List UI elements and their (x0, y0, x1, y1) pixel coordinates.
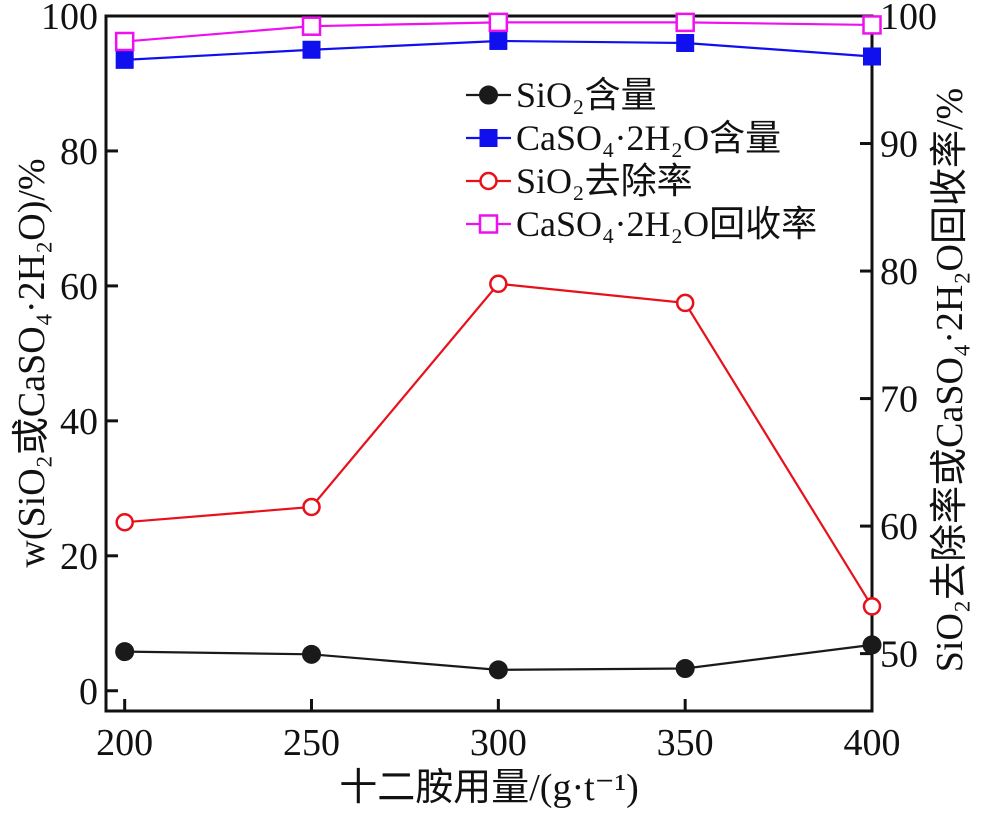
y-left-tick-label: 40 (60, 401, 98, 443)
series-line (124, 282, 873, 608)
legend-label: CaSO₄·2H₂O含量 (516, 118, 781, 158)
legend-marker (478, 214, 499, 234)
data-point (488, 12, 509, 33)
legend-marker (479, 85, 498, 105)
legend-marker (479, 171, 498, 191)
y-left-tick-label: 100 (41, 0, 98, 38)
legend-label: SiO₂含量 (516, 75, 657, 115)
data-point (675, 293, 695, 313)
legend-item: SiO₂含量 (466, 75, 657, 115)
series-sio (115, 635, 882, 680)
y-right-tick-label: 90 (880, 124, 918, 166)
tick-group: 200 250 300 350 400 0 20 40 60 80 100 50 60 70 80 90 100 (41, 0, 937, 764)
data-point (862, 15, 882, 35)
y-axis-left-title: w(SiO₂或CaSO₄·2H₂O)/% (11, 158, 53, 567)
y-right-tick-label: 60 (880, 506, 918, 548)
y-right-tick-label: 100 (880, 0, 937, 38)
data-point (114, 31, 135, 52)
x-tick-label: 300 (470, 722, 527, 764)
x-tick-label: 350 (657, 722, 714, 764)
data-point (302, 497, 321, 517)
data-point (489, 31, 508, 50)
legend-item: SiO₂去除率 (466, 161, 693, 201)
y-left-tick-label: 60 (60, 266, 98, 308)
x-tick-label: 200 (96, 722, 153, 764)
x-tick-label: 400 (844, 722, 901, 764)
data-point (676, 33, 695, 52)
y-left-tick-label: 0 (79, 671, 98, 713)
legend-label: SiO₂去除率 (516, 161, 693, 201)
series-caso-2h-o (115, 31, 881, 69)
series-caso-2h-o (114, 12, 882, 52)
y-left-tick-label: 80 (60, 131, 98, 173)
data-point (115, 50, 134, 69)
data-point (489, 274, 508, 294)
legend-label: CaSO₄·2H₂O回收率 (516, 204, 817, 244)
legend-item: CaSO₄·2H₂O回收率 (466, 204, 817, 244)
legend-item: CaSO₄·2H₂O含量 (466, 118, 781, 158)
data-point (675, 658, 695, 678)
y-right-tick-label: 50 (880, 634, 918, 676)
y-right-tick-label: 80 (880, 251, 918, 293)
data-point (302, 644, 322, 664)
x-axis-title: 十二胺用量/(g·t⁻¹) (339, 767, 639, 809)
data-point (301, 16, 322, 36)
series-group (114, 12, 882, 680)
data-point (302, 40, 321, 59)
data-point (862, 597, 882, 616)
data-point (488, 660, 508, 680)
series-sio (115, 274, 882, 616)
x-tick-label: 250 (283, 722, 340, 764)
data-point (862, 635, 882, 655)
data-point (675, 12, 695, 33)
y-left-tick-label: 20 (60, 536, 98, 578)
data-point (115, 513, 134, 532)
y-right-tick-label: 70 (880, 379, 918, 421)
legend-marker (479, 129, 498, 147)
data-point (115, 642, 135, 662)
data-point (863, 47, 881, 66)
y-axis-right-title: SiO₂去除率或CaSO₄·2H₂O回收率/% (929, 88, 971, 672)
